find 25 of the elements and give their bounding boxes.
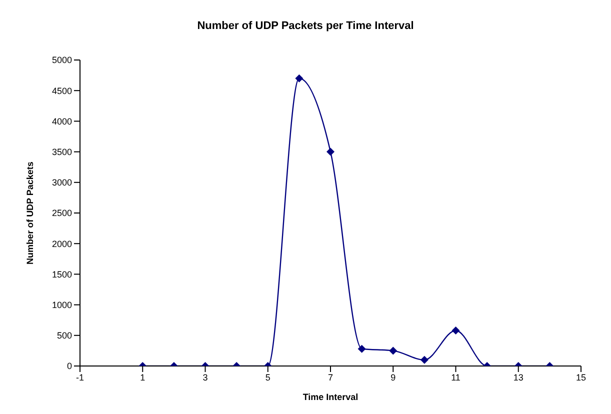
y-tick-label: 2500	[52, 208, 72, 218]
x-tick-label: 3	[202, 372, 208, 382]
y-tick-label: 5000	[52, 55, 72, 66]
point	[295, 74, 304, 82]
x-tick-label: 1	[140, 372, 146, 382]
x-tick-label: 15	[576, 372, 586, 382]
x-tick-label: -1	[76, 372, 84, 382]
x-tick-label: 9	[390, 372, 396, 382]
chart-title: Number of UDP Packets per Time Interval	[196, 19, 415, 34]
x-axis-title: Time Interval	[302, 392, 358, 402]
y-tick-label: 0	[66, 361, 72, 372]
y-tick-label: 4000	[52, 116, 72, 126]
y-tick-label: 4500	[52, 86, 72, 96]
x-tick-label: 5	[265, 372, 270, 382]
x-tick-label: 13	[513, 372, 524, 382]
y-tick-label: 3500	[52, 146, 72, 157]
y-tick-label: 2000	[52, 238, 72, 249]
y-tick-label: 3000	[52, 178, 72, 188]
point	[326, 148, 334, 156]
x-tick-label: 11	[451, 372, 460, 382]
y-tick-label: 1500	[52, 269, 72, 280]
x-tick-label: 7	[328, 372, 334, 382]
y-axis-title: Number of UDP Packets	[25, 162, 36, 264]
y-tick-label: 500	[56, 330, 72, 341]
y-tick-label: 1000	[52, 300, 72, 310]
